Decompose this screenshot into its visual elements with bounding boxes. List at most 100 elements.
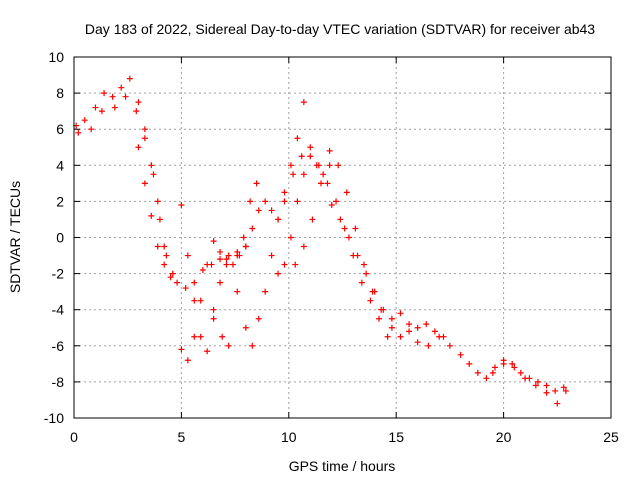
x-tick-label: 15	[388, 429, 404, 445]
data-point	[281, 198, 288, 205]
data-point	[199, 266, 206, 273]
y-tick-label: -6	[52, 338, 65, 354]
data-point	[446, 342, 453, 349]
chart-title: Day 183 of 2022, Sidereal Day-to-day VTE…	[85, 21, 595, 37]
data-point	[324, 180, 331, 187]
data-point	[457, 351, 464, 358]
x-tick-label: 20	[496, 429, 512, 445]
data-point	[440, 333, 447, 340]
data-point	[249, 225, 256, 232]
data-point	[489, 369, 496, 376]
data-point	[141, 180, 148, 187]
data-point	[406, 328, 413, 335]
data-point	[141, 135, 148, 142]
data-point	[154, 198, 161, 205]
data-point	[517, 369, 524, 376]
data-point	[275, 270, 282, 277]
data-point	[474, 369, 481, 376]
y-tick-label: -2	[52, 266, 65, 282]
data-point	[363, 270, 370, 277]
y-tick-label: -10	[44, 410, 64, 426]
x-tick-label: 0	[70, 429, 78, 445]
data-point	[178, 202, 185, 209]
data-point	[255, 207, 262, 214]
data-point	[210, 315, 217, 322]
data-point	[290, 171, 297, 178]
data-point	[217, 279, 224, 286]
data-point	[240, 234, 247, 241]
plot-frame	[73, 56, 612, 419]
data-point	[281, 189, 288, 196]
data-point	[169, 270, 176, 277]
data-point	[562, 387, 569, 394]
data-point	[182, 285, 189, 292]
series-track-4	[169, 238, 243, 364]
data-point	[552, 387, 559, 394]
data-point	[352, 225, 359, 232]
y-tick-label: 2	[56, 193, 64, 209]
data-point	[210, 238, 217, 245]
data-point	[388, 315, 395, 322]
data-point	[397, 333, 404, 340]
data-point	[262, 198, 269, 205]
data-point	[371, 288, 378, 295]
data-point	[262, 288, 269, 295]
data-point	[255, 315, 262, 322]
data-point	[532, 382, 539, 389]
data-point	[298, 153, 305, 160]
series-track-1	[73, 75, 168, 250]
data-point	[326, 162, 333, 169]
data-point	[315, 162, 322, 169]
data-point	[242, 324, 249, 331]
series-track-11	[292, 147, 385, 313]
data-point	[328, 202, 335, 209]
data-point	[318, 180, 325, 187]
data-point	[242, 243, 249, 250]
data-point	[466, 360, 473, 367]
series-track-3	[135, 144, 249, 292]
y-tick-label: -4	[52, 302, 65, 318]
data-point	[300, 243, 307, 250]
data-point	[300, 171, 307, 178]
data-point	[287, 162, 294, 169]
series-track-14	[457, 351, 567, 394]
y-tick-label: -8	[52, 374, 65, 390]
data-point	[210, 306, 217, 313]
data-point	[223, 261, 230, 268]
data-point	[88, 126, 95, 133]
data-point	[543, 389, 550, 396]
data-point	[223, 256, 230, 263]
data-point	[384, 333, 391, 340]
data-point	[75, 129, 82, 136]
data-point	[197, 333, 204, 340]
data-point	[135, 144, 142, 151]
data-point	[225, 252, 232, 259]
tick-labels: 0 5 10 15 20 25 -10 -8 -6 -4 -2 0 2 4 6 8 10	[44, 49, 619, 445]
x-tick-label: 5	[178, 429, 186, 445]
data-point	[360, 261, 367, 268]
data-point	[229, 261, 236, 268]
data-point	[148, 162, 155, 169]
data-point	[126, 75, 133, 82]
data-point	[492, 364, 499, 371]
data-point	[341, 225, 348, 232]
data-point	[191, 333, 198, 340]
data-point	[161, 243, 168, 250]
data-point	[320, 171, 327, 178]
y-tick-label: 0	[56, 230, 64, 246]
data-point	[150, 171, 157, 178]
data-point	[397, 310, 404, 317]
data-point	[109, 93, 116, 100]
data-point	[174, 279, 181, 286]
data-point	[148, 212, 155, 219]
data-point	[122, 93, 129, 100]
data-point	[268, 252, 275, 259]
data-point	[431, 328, 438, 335]
data-point	[217, 248, 224, 255]
data-point	[307, 153, 314, 160]
data-point	[156, 216, 163, 223]
data-point	[163, 252, 170, 259]
data-point	[204, 261, 211, 268]
data-point	[281, 261, 288, 268]
data-point	[111, 104, 118, 111]
